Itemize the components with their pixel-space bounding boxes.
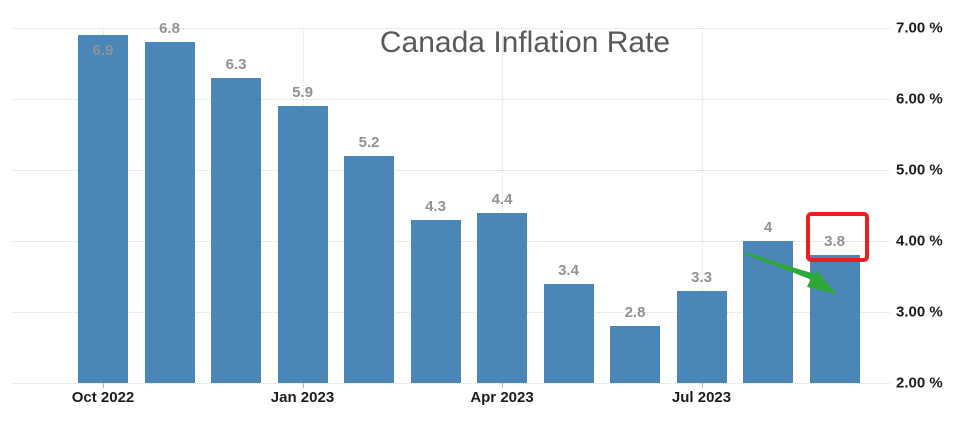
bar[interactable] <box>78 35 128 383</box>
bar[interactable] <box>144 42 195 383</box>
y-axis-tick-label: 4.00 % <box>896 232 943 250</box>
bar[interactable] <box>743 241 793 383</box>
bar[interactable] <box>610 326 660 383</box>
bar-value-label: 5.2 <box>358 133 380 151</box>
y-axis-tick-label: 2.00 % <box>896 374 943 392</box>
bar[interactable] <box>676 290 727 383</box>
x-axis-tick-mark <box>701 383 703 388</box>
y-axis-tick-label: 7.00 % <box>896 19 943 37</box>
bar[interactable] <box>277 106 328 383</box>
bar[interactable] <box>809 255 860 383</box>
bar-value-label: 6.3 <box>225 55 247 73</box>
x-axis-tick-label: Oct 2022 <box>71 389 135 406</box>
bar-value-label: 3.8 <box>824 233 845 251</box>
bar[interactable] <box>410 219 461 383</box>
x-axis-tick-mark <box>103 383 104 388</box>
bar-value-label: 6.8 <box>159 20 180 38</box>
h-gridline <box>13 170 890 171</box>
x-axis-tick-label: Jan 2023 <box>270 389 335 406</box>
bar-value-label: 3.4 <box>558 261 579 279</box>
bar[interactable] <box>211 77 261 383</box>
bar-value-label: 3.3 <box>691 268 712 286</box>
y-axis-tick-label: 6.00 % <box>896 90 943 108</box>
bar-value-label: 5.9 <box>292 84 313 102</box>
x-axis-tick-label: Apr 2023 <box>470 389 534 406</box>
h-gridline <box>13 383 890 384</box>
chart-title: Canada Inflation Rate <box>379 26 671 59</box>
x-axis-tick-label: Jul 2023 <box>671 389 732 406</box>
highlight-box <box>806 212 869 262</box>
x-axis-tick-mark <box>502 383 503 388</box>
y-axis-tick-label: 3.00 % <box>896 303 943 321</box>
bar[interactable] <box>344 155 394 383</box>
bar-value-label: 4 <box>763 219 773 236</box>
v-gridline <box>701 28 703 383</box>
y-axis-tick-label: 5.00 % <box>896 161 943 179</box>
h-gridline <box>13 28 890 29</box>
bar[interactable] <box>543 283 594 383</box>
bar-value-label: 2.8 <box>624 304 646 322</box>
x-axis-tick-mark <box>302 383 304 388</box>
h-gridline <box>13 99 890 100</box>
bar[interactable] <box>477 212 527 383</box>
bar-value-label: 6.9 <box>92 42 114 60</box>
bar-value-label: 4.3 <box>425 197 446 215</box>
bar-value-label: 4.4 <box>491 190 513 208</box>
v-gridline <box>502 28 503 383</box>
